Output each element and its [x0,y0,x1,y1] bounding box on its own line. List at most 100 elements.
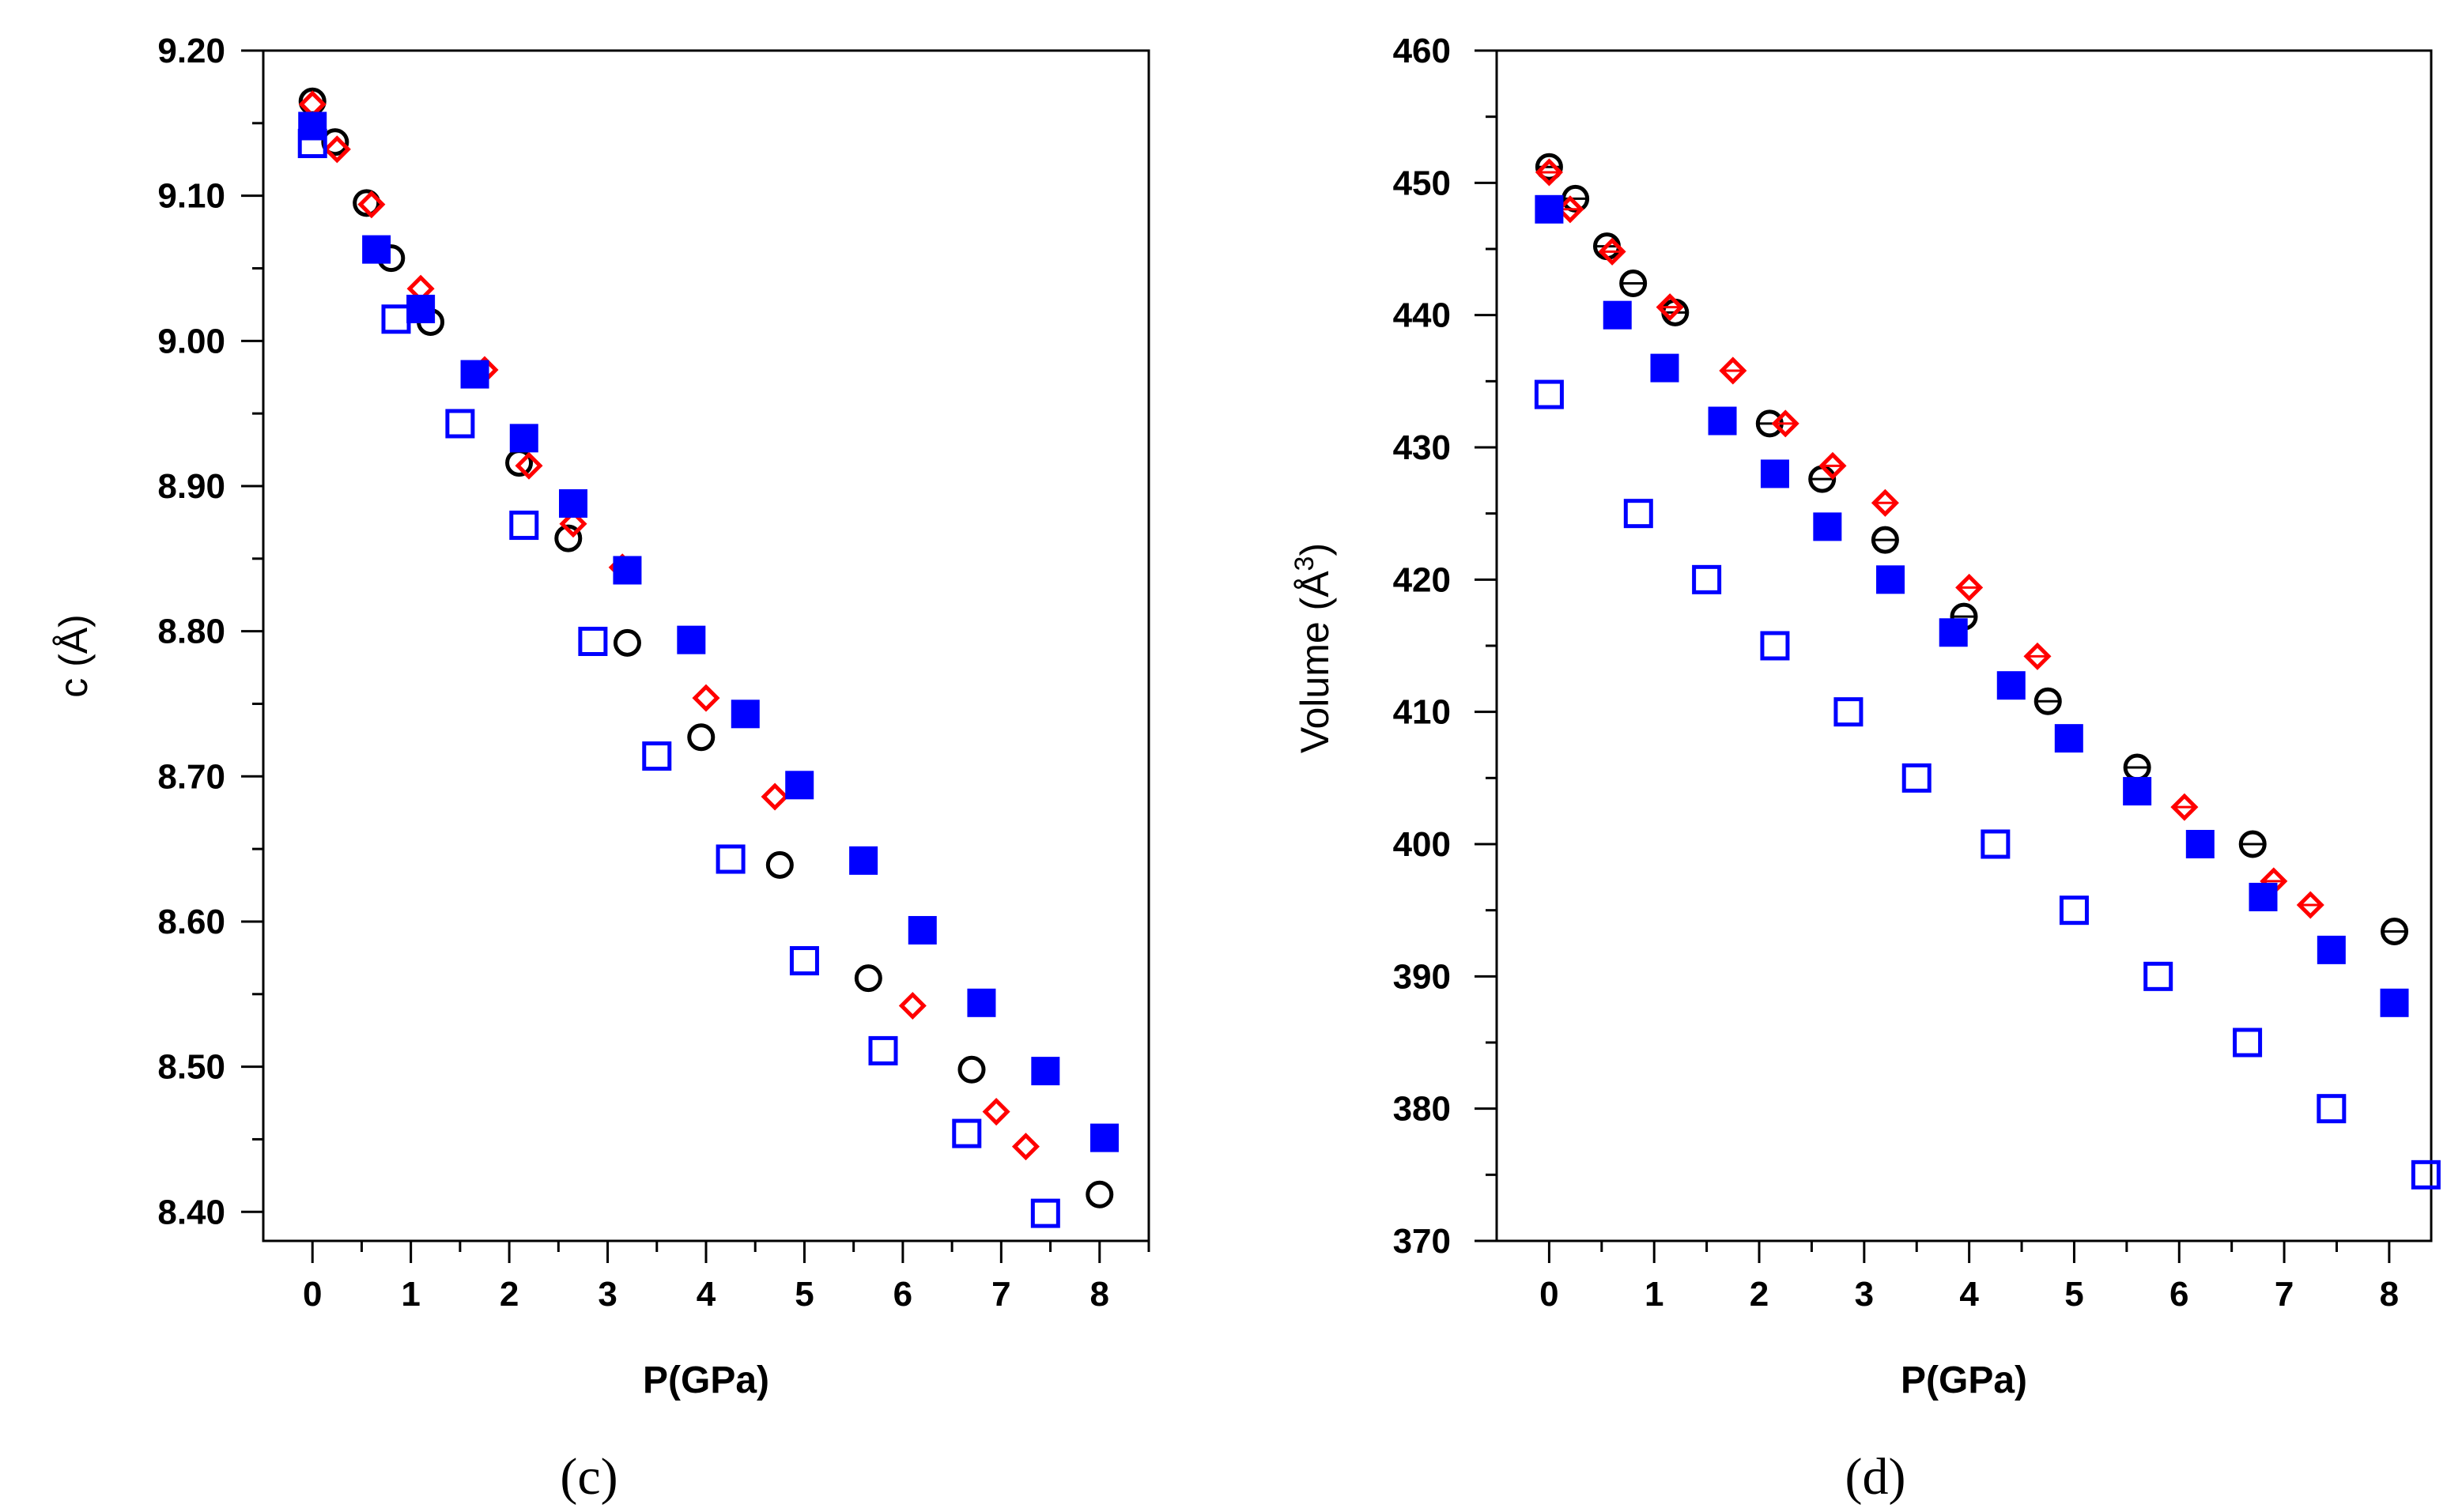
data-point [460,360,489,389]
data-point [1708,406,1737,436]
data-point [2411,1159,2441,1190]
data-point [1760,631,1790,661]
y-tick-label: 430 [1393,428,1451,467]
data-point [731,699,760,729]
y-tick-label: 410 [1393,693,1451,732]
data-point [1598,237,1626,266]
data-point [613,628,641,657]
y-tick-label: 9.10 [157,177,225,216]
x-tick-label: 3 [1855,1275,1874,1314]
data-point [1623,499,1653,529]
data-point [789,946,819,976]
data-point [1719,356,1747,385]
data-point [716,844,746,874]
data-point [1939,618,1968,647]
data-point [1996,671,2026,700]
x-tick-label: 8 [2380,1275,2399,1314]
data-point [687,723,716,752]
data-point [2054,724,2083,753]
data-series [297,129,1060,1228]
data-point [1813,512,1842,541]
x-axis-title: P(GPa) [643,1359,769,1401]
data-point [613,556,642,585]
data-series [298,87,1114,1208]
x-axis-title: P(GPa) [1901,1359,2027,1401]
plot-frame [262,49,1150,1242]
data-point [2170,793,2199,821]
data-point [849,846,878,875]
data-point [677,625,706,654]
data-point [854,964,882,993]
data-point [559,510,587,538]
y-tick-label: 380 [1393,1090,1451,1129]
data-point [1534,379,1564,409]
data-point [2317,1094,2347,1124]
data-series [1535,153,2409,945]
y-tick-label: 9.00 [157,322,225,360]
data-point [2143,961,2173,991]
data-point [2296,891,2324,919]
data-point [692,684,720,712]
data-point [1011,1133,1040,1161]
data-point [559,489,587,518]
data-series [298,90,1040,1161]
data-series [1535,194,2409,1017]
data-point [1603,300,1632,330]
y-tick-label: 370 [1393,1222,1451,1261]
data-point [1876,565,1905,594]
x-tick-label: 0 [303,1275,322,1314]
x-tick-label: 5 [2064,1275,2083,1314]
data-point [967,988,996,1017]
y-tick-label: 8.50 [157,1048,225,1087]
data-point [1871,488,1899,517]
x-tick-label: 6 [2169,1275,2188,1314]
data-point [1771,409,1799,438]
data-point [952,1118,982,1148]
data-point [868,1035,898,1065]
panel-caption: (d) [1845,1448,1906,1506]
data-point [509,424,538,453]
data-series [1535,158,2324,919]
data-point [2380,988,2409,1017]
data-point [297,129,327,159]
y-tick-label: 8.90 [157,467,225,506]
data-point [1955,573,1984,601]
data-point [1818,451,1847,480]
data-point [1833,697,1864,727]
x-tick-label: 6 [893,1275,912,1314]
data-point [908,915,937,945]
data-point [406,294,436,323]
data-series [298,111,1119,1152]
data-point [761,782,789,811]
data-point [1535,194,1564,224]
y-tick-label: 460 [1393,32,1451,70]
data-point [362,235,391,264]
y-tick-label: 450 [1393,164,1451,202]
y-axis-title: Volume (Å3) [1290,543,1337,753]
data-point [554,524,583,552]
y-tick-label: 440 [1393,296,1451,335]
data-point [1981,829,2011,859]
data-point [578,626,608,656]
data-series [1534,379,2441,1190]
data-point [2023,642,2052,670]
x-tick-label: 0 [1539,1275,1558,1314]
data-point [785,771,814,800]
x-tick-label: 2 [500,1275,519,1314]
y-tick-label: 420 [1393,560,1451,599]
data-point [1030,1198,1060,1228]
data-point [2185,830,2215,858]
data-point [509,511,539,541]
x-tick-label: 4 [697,1275,716,1314]
data-point [1656,293,1684,322]
data-point [1692,564,1722,594]
chart-panel-c: 8.40 8.50 8.60 8.70 8.80 8.90 9.00 9.10 9.20 0 1 2 3… [51,32,1150,1506]
x-tick-label: 1 [1645,1275,1663,1314]
data-point [2233,1027,2263,1058]
data-point [1086,1180,1114,1208]
y-axis-title: c (Å) [51,614,96,698]
data-point [1901,763,1932,793]
data-point [515,451,543,480]
data-point [1650,353,1679,383]
